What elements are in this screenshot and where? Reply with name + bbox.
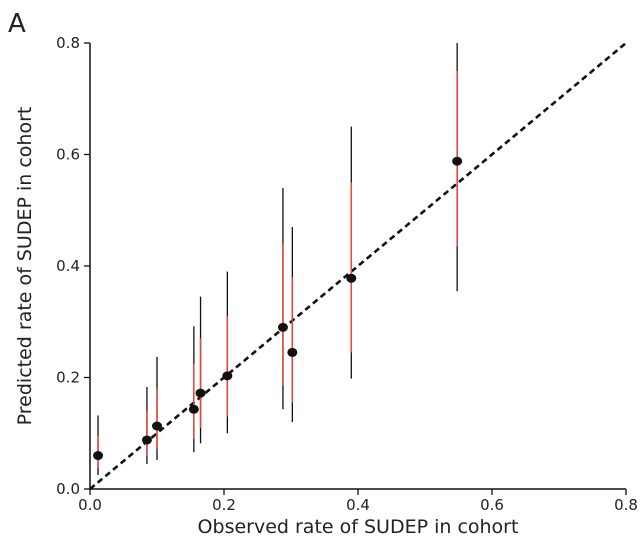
- y-tick-label: 0.4: [56, 257, 80, 275]
- data-point-group: [277, 187, 288, 410]
- x-axis-ticks: 0.0 0.2 0.4 0.6 0.8: [78, 489, 638, 514]
- data-point-marker: [152, 421, 162, 431]
- data-point-marker: [452, 156, 463, 166]
- identity-reference-line: [89, 42, 627, 490]
- data-point-group: [346, 126, 357, 379]
- data-point-group: [188, 326, 199, 453]
- y-tick-label: 0.8: [56, 34, 80, 52]
- x-tick-label: 0.0: [78, 496, 102, 514]
- y-axis-ticks: 0.0 0.2 0.4 0.6 0.8: [56, 34, 90, 498]
- y-tick-label: 0.0: [56, 480, 80, 498]
- y-tick-label: 0.6: [56, 146, 80, 164]
- data-point-group: [222, 271, 233, 434]
- x-axis-label: Observed rate of SUDEP in cohort: [198, 516, 519, 538]
- data-point-marker: [93, 451, 104, 461]
- data-point-marker: [195, 388, 206, 398]
- data-point-group: [141, 386, 152, 464]
- data-point-group: [152, 356, 162, 461]
- data-point-marker: [346, 273, 357, 283]
- y-axis-label: Predicted rate of SUDEP in cohort: [14, 107, 36, 426]
- x-tick-label: 0.2: [212, 496, 236, 514]
- x-tick-label: 0.4: [346, 496, 370, 514]
- x-tick-label: 0.8: [614, 496, 638, 514]
- x-tick-label: 0.6: [480, 496, 504, 514]
- data-point-marker: [277, 322, 288, 332]
- y-tick-label: 0.2: [56, 369, 80, 387]
- data-point-group: [452, 43, 463, 292]
- data-point-group: [195, 296, 206, 444]
- plot-area: [89, 42, 627, 490]
- data-point-marker: [287, 347, 298, 357]
- panel-label: A: [8, 9, 26, 39]
- data-point-marker: [222, 371, 233, 381]
- data-point-marker: [141, 435, 152, 445]
- data-point-group: [93, 415, 104, 476]
- data-point-marker: [188, 404, 199, 414]
- data-point-group: [287, 226, 298, 423]
